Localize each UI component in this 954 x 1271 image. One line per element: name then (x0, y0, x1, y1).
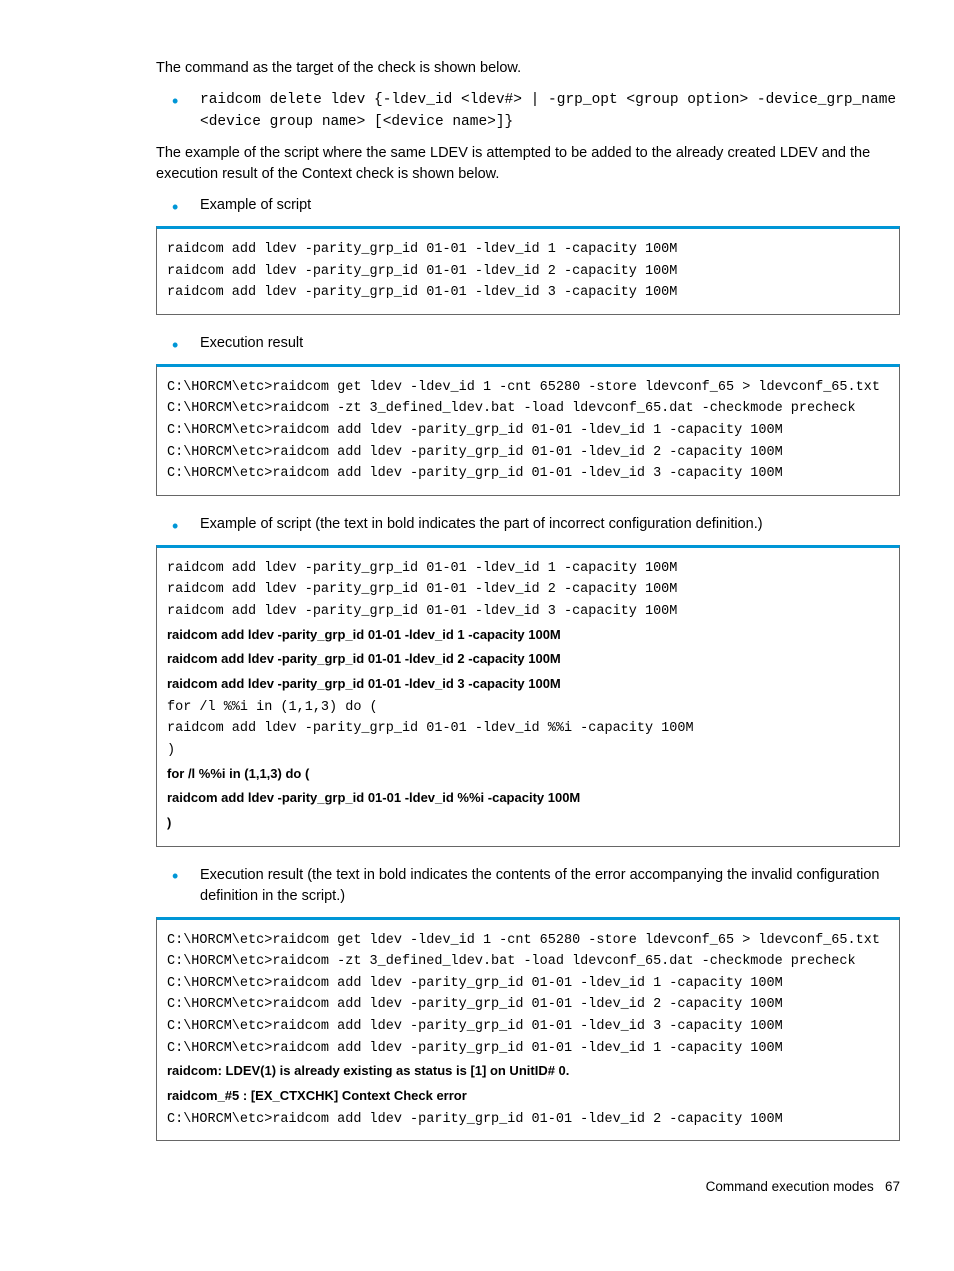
code-line: C:\HORCM\etc>raidcom add ldev -parity_gr… (167, 420, 889, 442)
bullet-label: Execution result (200, 335, 303, 351)
code-line: for /l %%i in (1,1,3) do ( (167, 697, 889, 719)
list-item: Execution result (172, 333, 900, 354)
bullet-list-command: raidcom delete ldev {-ldev_id <ldev#> | … (172, 89, 900, 133)
footer-section: Command execution modes (706, 1179, 874, 1194)
code-line: raidcom add ldev -parity_grp_id 01-01 -l… (167, 718, 889, 740)
intro-paragraph: The command as the target of the check i… (156, 58, 900, 79)
code-line: C:\HORCM\etc>raidcom get ldev -ldev_id 1… (167, 930, 889, 952)
code-line: raidcom add ldev -parity_grp_id 01-01 -l… (167, 623, 889, 648)
bullet-list-3: Example of script (the text in bold indi… (172, 514, 900, 535)
code-line: C:\HORCM\etc>raidcom get ldev -ldev_id 1… (167, 377, 889, 399)
bullet-list-4: Execution result (the text in bold indic… (172, 865, 900, 907)
bullet-label: Example of script (200, 197, 311, 213)
list-item: raidcom delete ldev {-ldev_id <ldev#> | … (172, 89, 900, 133)
codebox-execution-result: C:\HORCM\etc>raidcom get ldev -ldev_id 1… (156, 364, 900, 496)
code-line: C:\HORCM\etc>raidcom -zt 3_defined_ldev.… (167, 398, 889, 420)
footer-page-number: 67 (885, 1179, 900, 1194)
code-line: raidcom_#5 : [EX_CTXCHK] Context Check e… (167, 1084, 889, 1109)
code-line: C:\HORCM\etc>raidcom add ldev -parity_gr… (167, 463, 889, 485)
code-line: raidcom add ldev -parity_grp_id 01-01 -l… (167, 282, 889, 304)
list-item: Example of script (the text in bold indi… (172, 514, 900, 535)
bullet-list-2: Execution result (172, 333, 900, 354)
code-line: raidcom: LDEV(1) is already existing as … (167, 1059, 889, 1084)
intro2-paragraph: The example of the script where the same… (156, 143, 900, 185)
code-line: C:\HORCM\etc>raidcom -zt 3_defined_ldev.… (167, 951, 889, 973)
code-line: raidcom add ldev -parity_grp_id 01-01 -l… (167, 786, 889, 811)
page-footer: Command execution modes 67 (156, 1177, 900, 1197)
command-text: raidcom delete ldev {-ldev_id <ldev#> | … (200, 92, 896, 130)
bullet-label: Example of script (the text in bold indi… (200, 516, 763, 532)
code-line: raidcom add ldev -parity_grp_id 01-01 -l… (167, 579, 889, 601)
code-line: C:\HORCM\etc>raidcom add ldev -parity_gr… (167, 1016, 889, 1038)
codebox-execution-result-error: C:\HORCM\etc>raidcom get ldev -ldev_id 1… (156, 917, 900, 1142)
code-line: raidcom add ldev -parity_grp_id 01-01 -l… (167, 558, 889, 580)
code-line: raidcom add ldev -parity_grp_id 01-01 -l… (167, 601, 889, 623)
code-line: raidcom add ldev -parity_grp_id 01-01 -l… (167, 261, 889, 283)
list-item: Example of script (172, 195, 900, 216)
code-line: ) (167, 740, 889, 762)
code-line: C:\HORCM\etc>raidcom add ldev -parity_gr… (167, 973, 889, 995)
codebox-example-script: raidcom add ldev -parity_grp_id 01-01 -l… (156, 226, 900, 315)
code-line: C:\HORCM\etc>raidcom add ldev -parity_gr… (167, 1038, 889, 1060)
code-line: raidcom add ldev -parity_grp_id 01-01 -l… (167, 239, 889, 261)
code-line: raidcom add ldev -parity_grp_id 01-01 -l… (167, 672, 889, 697)
list-item: Execution result (the text in bold indic… (172, 865, 900, 907)
bullet-list-1: Example of script (172, 195, 900, 216)
codebox-example-script-bold: raidcom add ldev -parity_grp_id 01-01 -l… (156, 545, 900, 847)
code-line: ) (167, 811, 889, 836)
bullet-label: Execution result (the text in bold indic… (200, 867, 879, 904)
code-line: raidcom add ldev -parity_grp_id 01-01 -l… (167, 647, 889, 672)
code-line: C:\HORCM\etc>raidcom add ldev -parity_gr… (167, 994, 889, 1016)
code-line: C:\HORCM\etc>raidcom add ldev -parity_gr… (167, 1109, 889, 1131)
code-line: for /l %%i in (1,1,3) do ( (167, 762, 889, 787)
code-line: C:\HORCM\etc>raidcom add ldev -parity_gr… (167, 442, 889, 464)
